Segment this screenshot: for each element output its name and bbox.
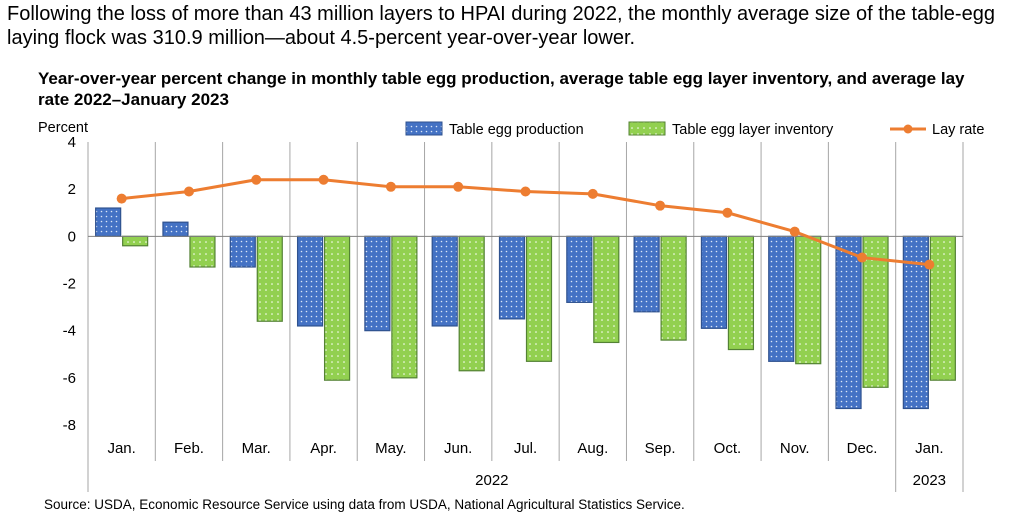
bars: [95, 207, 956, 410]
legend-swatch-inventory: [628, 121, 666, 136]
bar-inventory: [593, 235, 620, 344]
y-tick-label: 2: [68, 181, 76, 198]
lay-rate-point: [924, 259, 935, 270]
legend-swatch-production: [405, 121, 443, 136]
legend-label-production: Table egg production: [449, 122, 584, 138]
y-tick-label: -8: [63, 417, 76, 434]
lay-rate-point: [520, 186, 531, 197]
year-group-label: 2022: [475, 472, 508, 489]
legend-marker-lay-rate: [903, 124, 913, 134]
bar-inventory: [795, 235, 822, 365]
y-axis-label: Percent: [38, 120, 88, 136]
lay-rate-point: [116, 193, 127, 204]
y-tick-label: -6: [63, 370, 76, 387]
bar-production: [700, 235, 728, 329]
bar-production: [162, 221, 189, 237]
source-note: Source: USDA, Economic Resource Service …: [44, 497, 685, 512]
x-axis-labels: Jan. Feb. Mar. Apr. May. Jun. Jul. Aug. Sep. Oct.…: [107, 440, 946, 489]
bar-production: [768, 235, 795, 362]
lay-rate-point: [453, 181, 464, 192]
lay-rate-point: [655, 200, 666, 211]
bar-production: [566, 235, 593, 303]
x-tick-label: Feb.: [174, 440, 204, 457]
x-tick-label: Jun.: [444, 440, 472, 457]
y-tick-label: -2: [63, 276, 76, 293]
lay-rate-point: [385, 181, 396, 192]
legend-label-inventory: Table egg layer inventory: [672, 122, 834, 138]
lay-rate-point: [587, 188, 598, 199]
lay-rate-point: [183, 186, 194, 197]
x-tick-label: Sep.: [645, 440, 676, 457]
intro-text: Following the loss of more than 43 milli…: [7, 3, 995, 49]
bar-production: [498, 235, 526, 320]
lay-rate-point: [857, 252, 868, 263]
gridlines: [87, 142, 964, 492]
bar-inventory: [122, 235, 149, 247]
bar-inventory: [929, 235, 956, 381]
x-tick-label: Dec.: [847, 440, 878, 457]
bar-production: [431, 235, 458, 327]
x-tick-label: Mar.: [242, 440, 271, 457]
bar-inventory: [862, 235, 889, 388]
bar-inventory: [391, 235, 418, 379]
bar-production: [95, 207, 122, 237]
legend-label-lay-rate: Lay rate: [932, 122, 984, 138]
legend: Table egg production Table egg layer inv…: [405, 121, 984, 138]
lay-rate-point: [722, 207, 733, 218]
x-tick-label: Nov.: [780, 440, 810, 457]
bar-inventory: [189, 235, 216, 268]
x-tick-label: May.: [375, 440, 406, 457]
bar-inventory: [458, 235, 485, 372]
y-axis-ticks: 4 2 0 -2 -4 -6 -8: [63, 134, 76, 434]
y-tick-label: 4: [68, 134, 76, 151]
x-tick-label: Jan.: [915, 440, 943, 457]
bar-inventory: [323, 235, 351, 381]
x-tick-label: Jan.: [107, 440, 135, 457]
bar-production: [229, 235, 256, 268]
bar-production: [364, 235, 391, 332]
year-group-label: 2023: [913, 472, 946, 489]
x-tick-label: Oct.: [714, 440, 742, 457]
lay-rate-series: [116, 174, 935, 270]
bar-inventory: [660, 235, 687, 341]
x-tick-label: Aug.: [577, 440, 608, 457]
x-tick-label: Jul.: [514, 440, 537, 457]
x-tick-label: Apr.: [310, 440, 337, 457]
bar-inventory: [525, 235, 553, 362]
bar-inventory: [727, 235, 755, 351]
y-tick-label: 0: [68, 228, 76, 245]
lay-rate-point: [789, 226, 800, 237]
lay-rate-point: [318, 174, 329, 185]
bar-production: [633, 235, 660, 313]
chart-title: Year-over-year percent change in monthly…: [38, 69, 965, 109]
bar-inventory: [256, 235, 283, 322]
y-tick-label: -4: [63, 323, 76, 340]
lay-rate-point: [251, 174, 262, 185]
bar-production: [296, 235, 324, 327]
bar-production: [835, 235, 862, 410]
